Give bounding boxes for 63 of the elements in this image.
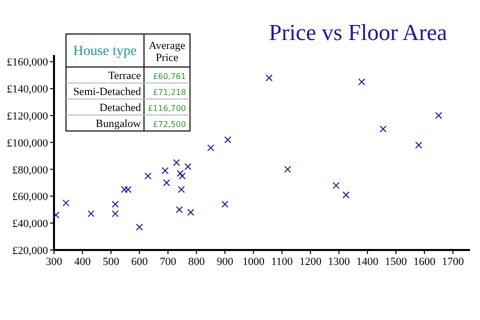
point (112, 210, 119, 218)
chart-title: Price vs Floor Area (268, 20, 448, 45)
point (176, 206, 183, 214)
x-tick-label: 700 (160, 256, 177, 268)
point (52, 212, 60, 219)
annotation: Terrace (108, 70, 142, 82)
point (221, 200, 228, 208)
point (124, 186, 132, 193)
y-tick-label: £100,000 (6, 137, 48, 150)
point (144, 172, 152, 180)
point (332, 182, 340, 189)
point (88, 210, 95, 218)
point (435, 112, 442, 120)
annotation: Bungalow (96, 118, 142, 130)
annotation: Detached (99, 102, 142, 114)
y-tick-label: £20,000 (12, 245, 48, 257)
x-tick-label: 1600 (413, 256, 436, 268)
x-tick-label: 300 (46, 256, 63, 268)
point (62, 199, 70, 206)
y-tick-label: £140,000 (6, 84, 48, 96)
x-tick-label: 600 (131, 256, 148, 268)
y-tick-label: £120,000 (6, 110, 48, 123)
x-tick-label: 800 (188, 256, 206, 268)
annotation: £71,218 (152, 88, 186, 97)
x-tick-label: 900 (216, 256, 234, 268)
x-tick-label: 1500 (384, 256, 408, 268)
point (358, 78, 366, 86)
point (173, 159, 180, 166)
point (207, 144, 214, 152)
point (178, 172, 186, 180)
annotation: £60,761 (152, 72, 186, 81)
point (284, 166, 292, 173)
x-tick-label: 1000 (242, 256, 265, 268)
y-tick-label: £60,000 (12, 191, 48, 204)
x-tick-label: 1100 (271, 256, 294, 268)
point (176, 170, 184, 177)
annotation: £116,700 (148, 104, 186, 113)
point (120, 186, 128, 193)
point (342, 191, 350, 198)
x-tick-label: 1700 (442, 256, 464, 268)
point (187, 208, 194, 216)
point (162, 167, 169, 174)
y-tick-label: £160,000 (6, 56, 48, 69)
point (136, 224, 143, 231)
point (415, 142, 422, 149)
x-tick-label: 400 (74, 256, 92, 268)
annotation: Semi-Detached (73, 86, 142, 98)
y-tick-label: £80,000 (12, 164, 48, 176)
annotation: House type (73, 44, 137, 59)
annotation: Average Price (148, 40, 186, 64)
point (224, 136, 232, 144)
point (266, 74, 273, 82)
point (178, 186, 185, 193)
point (163, 179, 170, 186)
x-tick-label: 1300 (328, 256, 350, 268)
x-tick-label: 1200 (299, 256, 322, 268)
x-tick-label: 1400 (356, 256, 379, 268)
annotation: £72,500 (152, 120, 186, 129)
x-tick-label: 500 (102, 256, 120, 268)
y-tick-label: £40,000 (12, 218, 48, 230)
point (184, 163, 192, 170)
point (380, 125, 387, 132)
point (112, 200, 119, 208)
